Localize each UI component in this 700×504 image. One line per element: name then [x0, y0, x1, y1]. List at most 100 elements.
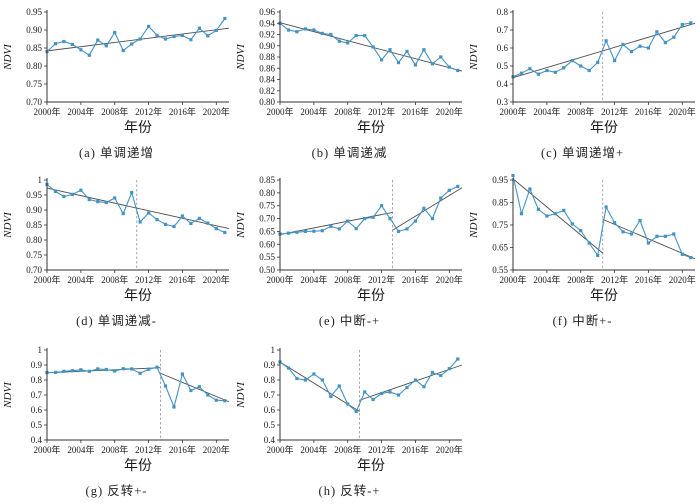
- data-point-marker: [613, 221, 617, 225]
- data-point-marker: [422, 48, 426, 52]
- chart-cell-d: 0.70 0.75 0.80 0.85 0.90 0.95 1 2000年 2004年 2008年…: [0, 174, 233, 332]
- data-point-marker: [621, 42, 625, 46]
- x-tick-label: 2012年: [601, 274, 628, 285]
- y-axis-title: NDVI: [235, 381, 247, 409]
- x-tick-label: 2008年: [567, 106, 594, 117]
- x-tick-label: 2016年: [635, 274, 662, 285]
- data-point-marker: [138, 37, 142, 41]
- x-tick-label: 2000年: [266, 444, 293, 455]
- data-point-marker: [172, 405, 176, 409]
- data-point-marker: [587, 68, 591, 73]
- data-point-marker: [663, 234, 667, 238]
- x-axis-title: 年份: [357, 458, 385, 474]
- y-tick-label: 0.94: [259, 18, 275, 28]
- data-point-marker: [646, 46, 650, 50]
- data-point-marker: [96, 38, 100, 42]
- data-series-line: [46, 18, 226, 56]
- data-point-marker: [130, 42, 134, 46]
- y-tick-label: 0.5: [264, 420, 276, 430]
- data-point-marker: [214, 398, 218, 402]
- data-point-marker: [680, 252, 684, 256]
- data-point-marker: [655, 30, 659, 34]
- data-point-marker: [138, 371, 142, 375]
- data-point-marker: [130, 367, 134, 371]
- data-point-marker: [689, 21, 693, 25]
- data-point-marker: [303, 229, 307, 233]
- data-point-marker: [621, 230, 625, 234]
- y-tick-label: 0.8: [497, 7, 509, 17]
- data-point-marker: [147, 367, 151, 371]
- data-point-marker: [456, 68, 460, 73]
- data-point-marker: [180, 33, 184, 37]
- data-point-marker: [180, 372, 184, 376]
- data-point-marker: [655, 234, 659, 238]
- chart-plot-f: 0.55 0.65 0.75 0.85 0.95 2000年 2004年 2008年 2012年…: [468, 174, 696, 304]
- y-tick-label: 0.90: [26, 25, 42, 35]
- data-point-marker: [206, 393, 210, 397]
- y-tick-label: 0.9: [264, 360, 276, 370]
- y-tick-label: 0.3: [497, 97, 509, 107]
- chart-plot-d: 0.70 0.75 0.80 0.85 0.90 0.95 1 2000年 2004年 2008年…: [2, 175, 230, 304]
- data-point-markers: [278, 21, 460, 73]
- data-point-marker: [536, 207, 540, 211]
- data-point-marker: [371, 397, 375, 402]
- data-point-marker: [329, 224, 333, 228]
- data-point-marker: [172, 34, 176, 39]
- data-point-marker: [570, 59, 574, 63]
- y-tick-label: 0.85: [26, 220, 42, 230]
- data-point-marker: [104, 44, 108, 48]
- data-point-marker: [147, 24, 151, 28]
- data-point-marker: [189, 38, 193, 42]
- data-point-marker: [197, 385, 201, 389]
- y-tick-label: 0.95: [26, 190, 42, 200]
- data-point-marker: [87, 53, 91, 57]
- data-point-marker: [528, 187, 532, 191]
- y-tick-label: 0.95: [492, 175, 508, 185]
- x-tick-label: 2020年: [669, 274, 696, 285]
- data-point-marker: [87, 197, 91, 202]
- data-point-marker: [388, 48, 392, 52]
- data-point-marker: [346, 41, 350, 45]
- data-point-marker: [689, 256, 693, 260]
- data-point-marker: [87, 369, 91, 373]
- y-tick-label: 0.92: [259, 30, 275, 40]
- data-point-marker: [439, 373, 443, 378]
- data-point-marker: [388, 390, 392, 394]
- y-tick-label: 0.70: [259, 214, 275, 224]
- data-point-marker: [312, 229, 316, 233]
- data-point-marker: [138, 220, 142, 224]
- x-tick-label: 2012年: [135, 106, 162, 117]
- y-tick-label: 0.55: [492, 265, 508, 275]
- data-point-marker: [456, 357, 460, 361]
- data-point-marker: [553, 212, 557, 216]
- data-point-marker: [553, 70, 557, 74]
- data-point-marker: [638, 218, 642, 223]
- trend-line: [392, 187, 463, 231]
- y-tick-label: 0.6: [31, 405, 43, 415]
- data-point-marker: [380, 58, 384, 62]
- data-point-marker: [223, 399, 227, 403]
- y-tick-label: 0.85: [26, 43, 42, 53]
- x-tick-label: 2016年: [402, 106, 429, 117]
- data-point-marker: [422, 385, 426, 389]
- y-tick-label: 0.75: [259, 201, 275, 211]
- data-point-marker: [163, 384, 168, 388]
- data-point-marker: [596, 253, 600, 257]
- x-axis-title: 年份: [124, 458, 152, 474]
- data-point-marker: [562, 208, 566, 212]
- chart-plot-b: 0.800.820.84 0.860.880.900.92 0.940.96 2000…: [235, 7, 463, 136]
- data-point-marker: [604, 39, 608, 43]
- x-tick-label: 2000年: [33, 274, 60, 285]
- y-axis-title: NDVI: [2, 43, 14, 71]
- data-point-marker: [439, 196, 443, 200]
- chart-caption: (f) 中断+-: [552, 314, 613, 328]
- data-point-marker: [320, 229, 324, 233]
- data-point-marker: [396, 61, 401, 65]
- y-tick-label: 0.90: [26, 205, 42, 215]
- data-point-marker: [96, 200, 100, 204]
- y-tick-label: 0.80: [26, 235, 42, 245]
- y-tick-label: 1: [271, 345, 276, 355]
- data-point-marker: [528, 67, 532, 71]
- data-point-marker: [189, 221, 193, 226]
- data-point-marker: [104, 200, 108, 205]
